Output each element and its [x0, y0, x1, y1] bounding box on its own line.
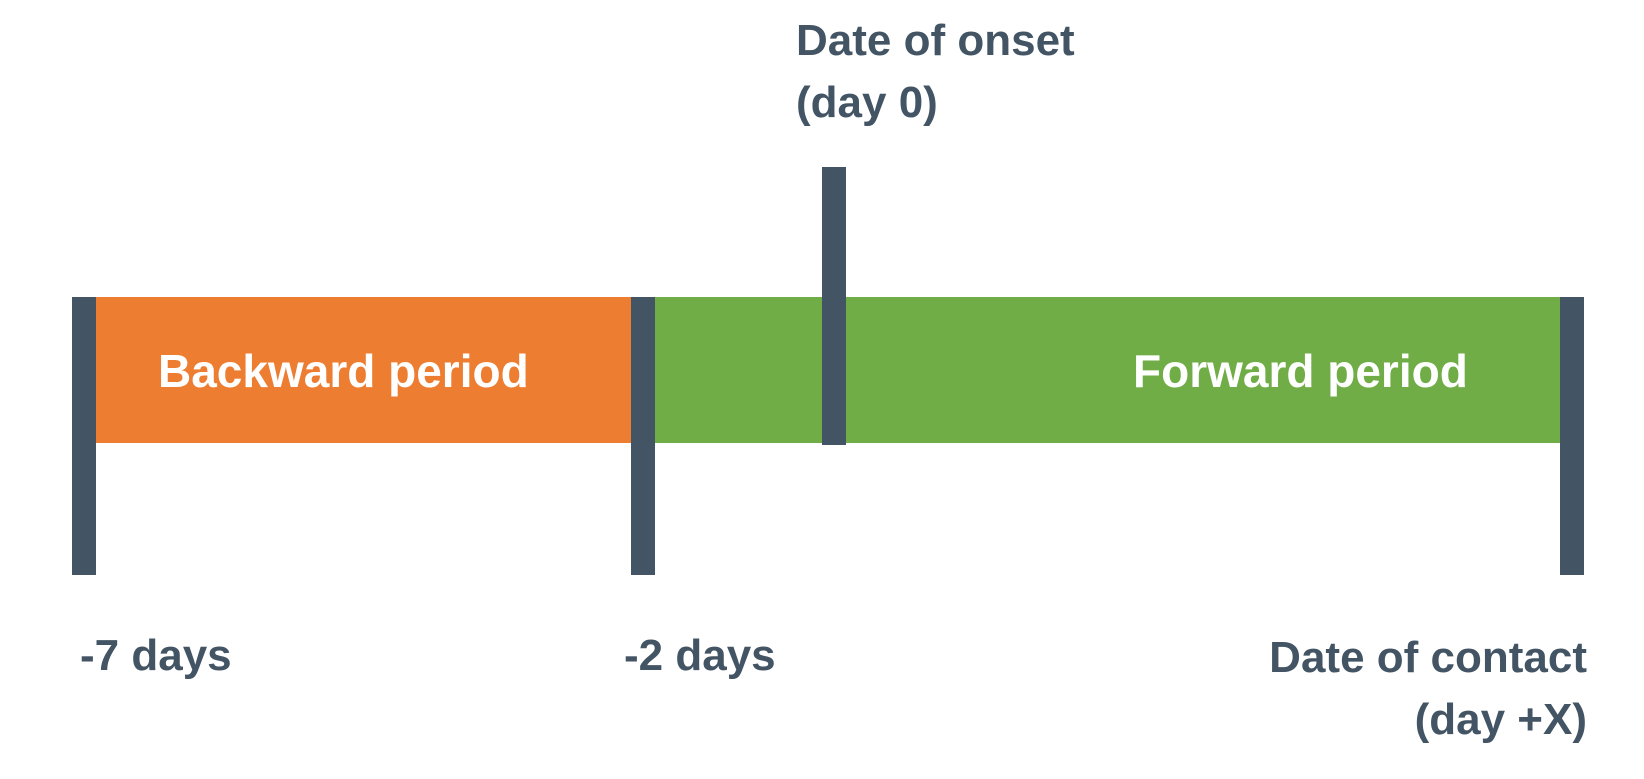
- backward-period-band: [95, 297, 632, 443]
- split-marker: [631, 297, 655, 575]
- start-marker: [72, 297, 96, 575]
- onset-label: Date of onset (day 0): [796, 10, 1075, 134]
- onset-label-line1: Date of onset: [796, 16, 1075, 65]
- forward-period-band: [654, 297, 1562, 443]
- split-label: -2 days: [624, 631, 776, 680]
- backward-period-label: Backward period: [158, 345, 529, 397]
- forward-period-label: Forward period: [1133, 345, 1468, 397]
- contact-label-line1: Date of contact: [1269, 633, 1587, 682]
- start-label: -7 days: [80, 631, 232, 680]
- onset-marker: [822, 167, 846, 445]
- contact-label-line2: (day +X): [1414, 695, 1587, 744]
- contact-marker: [1560, 297, 1584, 575]
- onset-label-line2: (day 0): [796, 78, 938, 127]
- contact-label: Date of contact (day +X): [1269, 627, 1587, 751]
